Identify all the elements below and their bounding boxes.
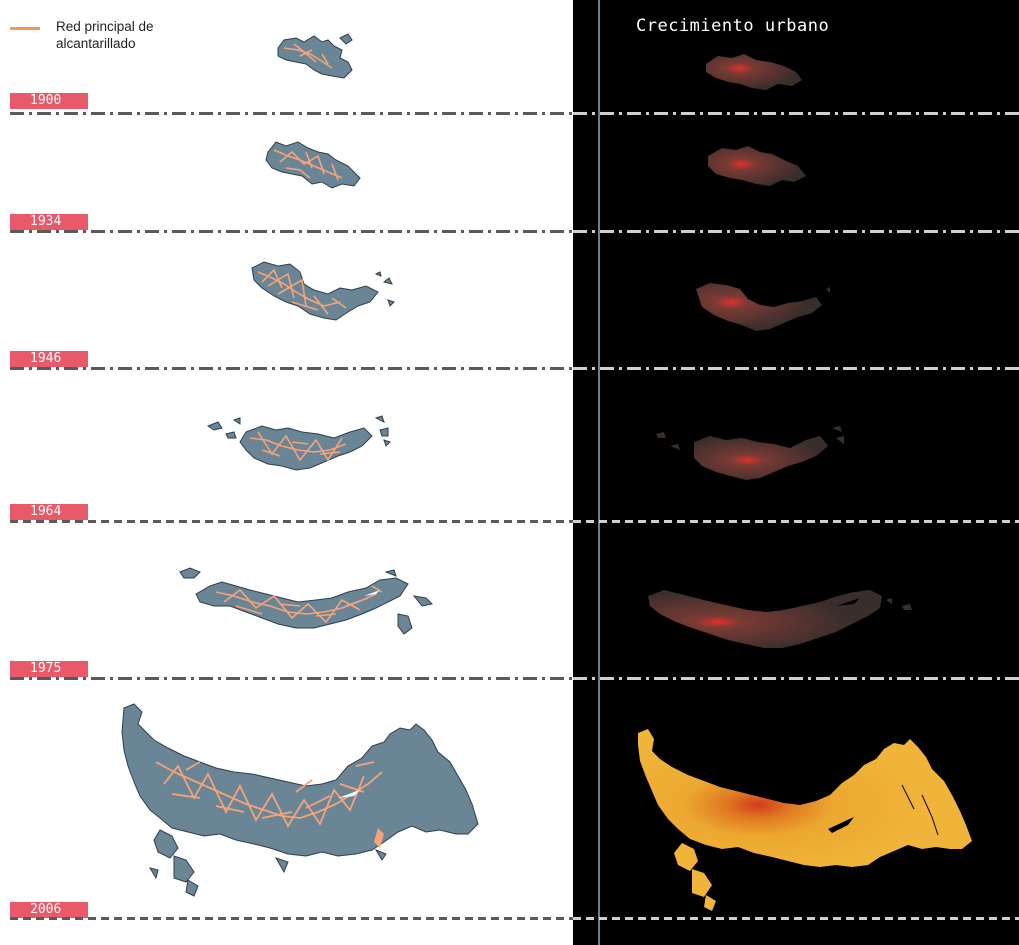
growth-map-1964	[650, 420, 855, 490]
urban-growth-title: Crecimiento urbano	[636, 16, 829, 36]
sewer-map-1946	[248, 258, 398, 328]
period-divider-1964	[10, 520, 1019, 523]
sewer-map-1900	[270, 30, 360, 85]
growth-map-1900	[700, 50, 810, 100]
year-label-1900: 1900	[10, 93, 88, 109]
period-divider-1975	[10, 677, 1019, 680]
period-divider-1946	[10, 367, 1019, 370]
sewer-map-2006	[116, 700, 486, 900]
year-label-1946: 1946	[10, 351, 88, 367]
legend-sewer-label: Red principal de alcantarillado	[56, 18, 206, 52]
year-label-2006: 2006	[10, 902, 88, 918]
period-divider-1934	[10, 230, 1019, 233]
growth-map-1934	[702, 142, 812, 197]
growth-map-1975	[640, 582, 920, 657]
legend: Red principal de alcantarillado	[10, 18, 206, 52]
growth-map-2006	[632, 725, 977, 915]
legend-sewer-swatch	[10, 27, 40, 30]
period-divider-2006	[10, 917, 1019, 920]
period-divider-1900	[10, 112, 1019, 115]
growth-map-1946	[690, 275, 840, 340]
year-label-1975: 1975	[10, 661, 88, 677]
sewer-map-1975	[176, 562, 451, 642]
year-label-1934: 1934	[10, 214, 88, 230]
sewer-map-1964	[202, 410, 397, 480]
year-label-1964: 1964	[10, 504, 88, 520]
panel-divider	[598, 0, 600, 945]
sewer-map-1934	[262, 138, 367, 198]
